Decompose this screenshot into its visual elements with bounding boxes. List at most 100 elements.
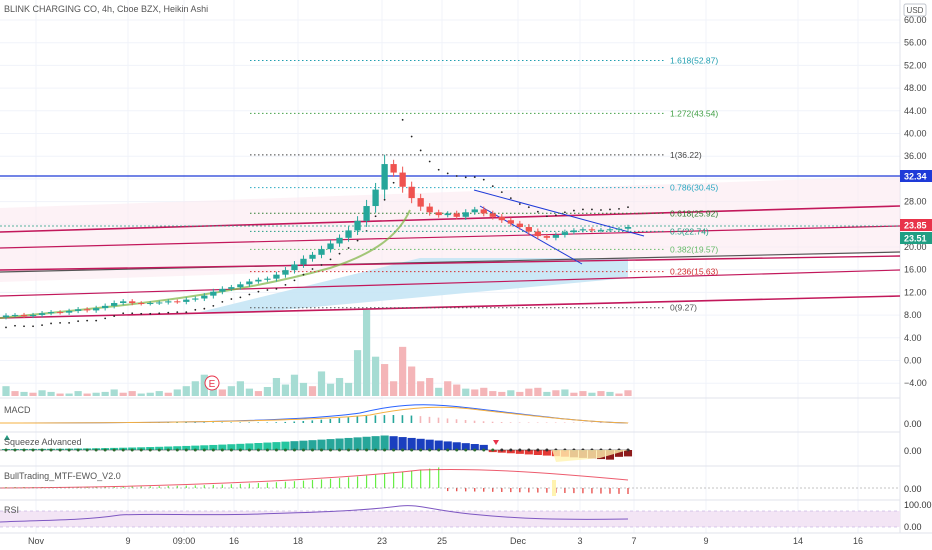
volume-bar [579,391,587,396]
volume-bar [182,386,190,396]
ewo-bar [402,471,404,488]
ewo-bar [456,488,458,492]
macd-histogram-bar [419,416,422,423]
macd-histogram-bar [329,418,332,423]
ewo-bar [140,486,142,488]
macd-pane [0,404,629,424]
volume-bar [344,382,353,396]
candle [2,315,10,318]
macd-histogram-bar [554,422,557,423]
ewo-bar [275,482,278,488]
sar-dot [591,208,593,211]
candle [579,229,587,231]
ewo-bar [212,484,214,488]
macd-histogram-bar [338,418,341,423]
squeeze-bar [182,445,191,450]
volume-bar [65,393,73,396]
ewo-bar [221,484,223,488]
ewo-bar [131,486,133,488]
candle [38,313,46,315]
volume-bar [11,391,19,396]
candle [246,281,253,285]
macd-histogram-bar [518,422,521,423]
price-tick-label: −4.00 [904,378,927,388]
candle [147,303,154,305]
sar-dot [563,211,566,214]
earnings-marker[interactable]: E [204,375,220,391]
volume-bar [101,391,109,396]
ewo-bar [320,479,323,488]
fib-level-label: 1.272(43.54) [670,108,718,118]
ewo-bar [519,488,521,493]
price-tag [900,170,932,182]
sar-dot [248,293,251,296]
ewo-bar [329,478,332,488]
volume-bar [2,386,10,396]
fib-level-label: 0(9.27) [670,303,697,313]
candle [11,314,19,316]
price-tick-label: 40.00 [904,129,927,139]
squeeze-bar [407,437,416,450]
macd-histogram-bar [212,422,214,423]
volume-bar [399,346,407,396]
ewo-bar [149,486,151,488]
candle [588,229,596,231]
volume-bar [462,388,470,396]
candle [462,212,469,217]
sar-dot [338,252,341,255]
volume-bar [83,393,91,396]
ewo-bar [203,485,205,488]
sar-dot [32,325,34,328]
price-tick-label: 0.00 [904,356,922,366]
squeeze-bar [173,446,182,450]
candle [381,164,388,190]
candle [417,198,424,207]
macd-histogram-bar [437,417,440,423]
squeeze-bar [515,450,524,454]
ewo-bar [537,488,539,493]
macd-histogram-bar [464,420,467,423]
volume-bar [480,387,488,396]
macd-histogram-bar [320,419,323,423]
sar-dot [167,311,170,314]
fib-level-label: 0.382(19.57) [670,244,718,254]
price-tick-label: 28.00 [904,197,927,207]
ewo-bar [338,478,341,488]
macd-histogram-bar [482,421,485,423]
time-tick-label: 9 [125,536,130,546]
volume-bar [435,387,443,396]
candle [282,270,289,275]
squeeze-bar [353,437,362,450]
squeeze-bar [281,441,290,450]
ewo-bar [356,476,359,488]
candle [138,303,145,305]
volume-bar [615,393,623,396]
macd-histogram-bar [428,416,431,423]
sar-dot [5,326,7,329]
volume-bar [534,387,542,396]
currency-button[interactable]: USD [903,3,927,17]
time-tick-label: Nov [28,536,45,546]
squeeze-bar [236,443,245,450]
macd-histogram-bar [599,422,602,423]
volume-bar [218,389,226,396]
ewo-bar [411,470,413,488]
volume-bar [498,391,506,396]
sar-dot [437,168,440,171]
volume-bar [47,391,55,396]
candle [543,236,551,238]
sar-dot [158,312,161,315]
ewo-bar [347,477,350,488]
macd-histogram-bar [356,416,359,423]
macd-histogram-bar [446,418,449,423]
ewo-bar [492,488,494,492]
sar-dot [176,311,179,314]
candle [597,229,605,231]
ewo-bar [420,469,422,488]
candle [129,301,136,304]
price-tick-label: 20.00 [904,242,927,252]
candle [552,234,560,238]
macd-histogram-bar [500,422,503,423]
ewo-bar [465,488,467,492]
macd-histogram-bar [347,417,350,423]
